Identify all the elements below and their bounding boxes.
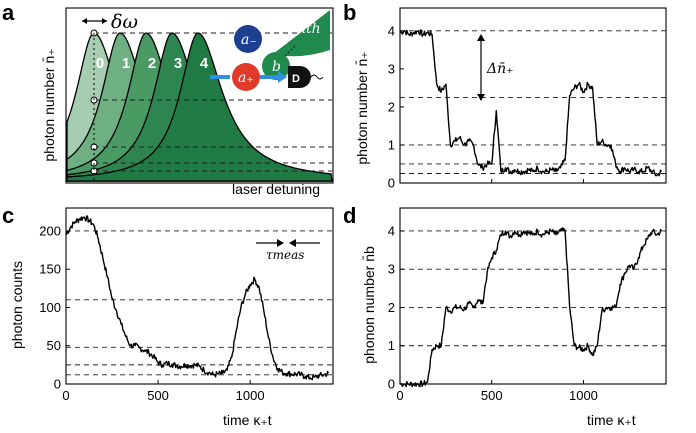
plot-frame: [65, 207, 334, 385]
panel-c: c photon counts 0 50 100 150 200 0 500 1000 tim…: [2, 203, 334, 428]
delta-n-arrow: [477, 34, 485, 101]
y-tick-label: 2: [388, 99, 395, 114]
y-tick-label: 4: [388, 23, 395, 38]
panel-a-label: a: [2, 0, 15, 25]
level-markers: [90, 29, 332, 181]
panel-d-xlabel: time κ₊t: [587, 412, 636, 428]
panel-d-plot: 0 1 2 3 4 0 500 1000: [388, 207, 667, 403]
trace-line: [399, 227, 663, 388]
y-tick-label: 0: [388, 176, 395, 191]
a-minus-label: a₋: [241, 32, 257, 48]
x-tick-label: 1000: [569, 388, 598, 403]
peak-label-2: 2: [148, 55, 156, 72]
y-tick-label: 50: [47, 338, 61, 353]
delta-n-label: Δn̄₊: [486, 61, 514, 77]
peak-4: [66, 32, 333, 182]
y-tick-label: 1: [388, 137, 395, 152]
tau-meas-arrows: [256, 239, 320, 247]
tau-meas-label: τmeas: [266, 248, 304, 262]
delta-omega-label: δω: [111, 11, 138, 33]
y-tick-label: 1: [388, 338, 395, 353]
panel-c-ylabel: photon counts: [9, 261, 25, 349]
panel-a-xlabel: laser detuning: [232, 181, 320, 197]
b-mode: [262, 52, 290, 80]
y-tick-label: 150: [39, 262, 61, 277]
trace-line: [399, 29, 663, 177]
panel-a-ylabel: photon number n̄₊: [41, 48, 57, 161]
panel-d-label: d: [343, 203, 356, 228]
panel-c-plot: 0 50 100 150 200 0 500 1000: [39, 207, 334, 403]
y-tick-label: 200: [39, 223, 61, 238]
y-tick-label: 3: [388, 262, 395, 277]
x-tick-label: 0: [396, 388, 403, 403]
nth-label: nth: [297, 21, 321, 37]
peak-label-1: 1: [122, 55, 130, 72]
thermal-bath-shape: [273, 10, 330, 57]
x-tick-label: 500: [147, 388, 169, 403]
panel-d: d phonon number n̄b 0 1 2 3 4 0 500 1000 time κ…: [343, 203, 667, 428]
peak-label-3: 3: [174, 55, 182, 72]
detector-shape: [288, 66, 311, 88]
y-tick-label: 3: [388, 61, 395, 76]
plot-frame: [399, 7, 667, 184]
panel-a-frame: [65, 7, 334, 184]
peak-label-0: 0: [96, 55, 104, 72]
inset-diagram: nth a₋ b a₊ D: [210, 10, 330, 91]
a-minus-mode: [234, 25, 262, 53]
detector-label: D: [292, 73, 300, 85]
panel-b-label: b: [343, 0, 356, 25]
y-tick-label: 2: [388, 300, 395, 315]
x-tick-label: 1000: [236, 388, 265, 403]
plot-frame: [399, 207, 667, 385]
a-plus-label: a₊: [238, 70, 254, 86]
delta-omega-marker: δω: [82, 11, 138, 33]
y-tick-label: 0: [388, 377, 395, 392]
y-tick-label: 0: [54, 377, 61, 392]
y-tick-label: 4: [388, 223, 395, 238]
panel-a: a photon number n̄₊ laser detuning δω 0 1…: [2, 0, 334, 197]
b-label: b: [272, 59, 281, 75]
trace-line: [65, 215, 330, 381]
x-tick-label: 500: [481, 388, 503, 403]
panel-d-ylabel: phonon number n̄b: [361, 246, 377, 364]
panel-b: b photon number n̄₊ 0 1 2 3 4 Δn̄₊: [343, 0, 667, 191]
x-tick-label: 0: [62, 388, 69, 403]
panel-b-plot: 0 1 2 3 4: [388, 7, 667, 191]
peak-curves: [66, 32, 333, 182]
y-tick-label: 100: [39, 300, 61, 315]
a-plus-mode: [232, 63, 260, 91]
panel-c-xlabel: time κ₊t: [223, 412, 272, 428]
panel-b-ylabel: photon number n̄₊: [354, 51, 370, 164]
panel-c-label: c: [2, 203, 14, 228]
peak-label-4: 4: [200, 55, 209, 72]
peak-labels: 0 1 2 3 4: [96, 55, 209, 72]
